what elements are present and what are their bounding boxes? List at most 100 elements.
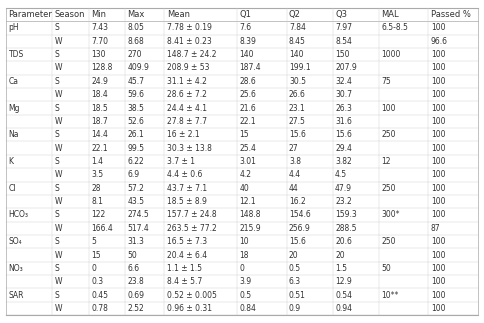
Text: 8.05: 8.05 [127, 23, 144, 32]
Text: 150: 150 [335, 50, 349, 59]
Text: 23.1: 23.1 [289, 104, 306, 112]
Text: 22.1: 22.1 [240, 117, 256, 126]
Text: 100: 100 [431, 104, 445, 112]
Text: 3.82: 3.82 [335, 157, 352, 166]
Text: Season: Season [55, 10, 85, 19]
Text: 100: 100 [381, 104, 396, 112]
Text: 199.1: 199.1 [289, 63, 311, 72]
Text: 59.6: 59.6 [127, 90, 144, 99]
Text: 0.78: 0.78 [91, 304, 108, 313]
Text: 45.7: 45.7 [127, 77, 144, 86]
Text: 20: 20 [289, 251, 299, 260]
Text: 4.2: 4.2 [240, 170, 252, 179]
Text: 25.6: 25.6 [240, 90, 257, 99]
Text: 38.5: 38.5 [127, 104, 144, 112]
Text: 300*: 300* [381, 211, 400, 219]
Text: Cl: Cl [9, 184, 16, 193]
Text: 3.9: 3.9 [240, 277, 252, 286]
Text: S: S [55, 130, 60, 139]
Text: 409.9: 409.9 [127, 63, 149, 72]
Text: 100: 100 [431, 197, 445, 206]
Text: 0.3: 0.3 [91, 277, 103, 286]
Text: 10: 10 [240, 237, 249, 246]
Text: 100: 100 [431, 90, 445, 99]
Text: 100: 100 [431, 50, 445, 59]
Text: 24.4 ± 4.1: 24.4 ± 4.1 [167, 104, 207, 112]
Text: 12.1: 12.1 [240, 197, 256, 206]
Text: W: W [55, 37, 62, 46]
Text: 4.4: 4.4 [289, 170, 301, 179]
Text: 1.4: 1.4 [91, 157, 103, 166]
Text: Min: Min [91, 10, 106, 19]
Text: 15.6: 15.6 [335, 130, 352, 139]
Text: 96.6: 96.6 [431, 37, 448, 46]
Text: W: W [55, 117, 62, 126]
Text: 50: 50 [381, 264, 391, 273]
Text: W: W [55, 90, 62, 99]
Text: 3.7 ± 1: 3.7 ± 1 [167, 157, 195, 166]
Text: 208.9 ± 53: 208.9 ± 53 [167, 63, 210, 72]
Text: S: S [55, 50, 60, 59]
Text: 100: 100 [431, 63, 445, 72]
Text: W: W [55, 304, 62, 313]
Text: 6.22: 6.22 [127, 157, 144, 166]
Text: 250: 250 [381, 184, 396, 193]
Text: 100: 100 [431, 77, 445, 86]
Text: 16 ± 2.1: 16 ± 2.1 [167, 130, 199, 139]
Text: 24.9: 24.9 [91, 77, 108, 86]
Text: S: S [55, 104, 60, 112]
Text: 18: 18 [240, 251, 249, 260]
Text: 250: 250 [381, 130, 396, 139]
Text: 28: 28 [91, 184, 101, 193]
Text: 4.4 ± 0.6: 4.4 ± 0.6 [167, 170, 202, 179]
Text: 7.70: 7.70 [91, 37, 108, 46]
Text: SO₄: SO₄ [9, 237, 22, 246]
Text: 100: 100 [431, 237, 445, 246]
Text: 23.8: 23.8 [127, 277, 144, 286]
Text: 25.4: 25.4 [240, 144, 257, 153]
Text: 100: 100 [431, 277, 445, 286]
Text: 100: 100 [431, 304, 445, 313]
Text: 0.96 ± 0.31: 0.96 ± 0.31 [167, 304, 212, 313]
Text: Ca: Ca [9, 77, 18, 86]
Text: 8.68: 8.68 [127, 37, 144, 46]
Text: 140: 140 [289, 50, 303, 59]
Text: 148.8: 148.8 [240, 211, 261, 219]
Text: 22.1: 22.1 [91, 144, 107, 153]
Text: 122: 122 [91, 211, 106, 219]
Text: 100: 100 [431, 170, 445, 179]
Text: Passed %: Passed % [431, 10, 470, 19]
Text: 0.5: 0.5 [289, 264, 301, 273]
Text: 18.5: 18.5 [91, 104, 108, 112]
Text: W: W [55, 197, 62, 206]
Text: 140: 140 [240, 50, 254, 59]
Text: 8.39: 8.39 [240, 37, 257, 46]
Text: 256.9: 256.9 [289, 224, 311, 233]
Text: S: S [55, 184, 60, 193]
Text: W: W [55, 277, 62, 286]
Text: S: S [55, 237, 60, 246]
Text: 517.4: 517.4 [127, 224, 149, 233]
Text: 100: 100 [431, 23, 445, 32]
Text: 31.6: 31.6 [335, 117, 352, 126]
Text: 6.3: 6.3 [289, 277, 301, 286]
Text: 27.8 ± 7.7: 27.8 ± 7.7 [167, 117, 207, 126]
Text: 154.6: 154.6 [289, 211, 311, 219]
Text: 159.3: 159.3 [335, 211, 357, 219]
Text: 30.3 ± 13.8: 30.3 ± 13.8 [167, 144, 212, 153]
Text: 32.4: 32.4 [335, 77, 352, 86]
Text: 0.51: 0.51 [289, 291, 306, 300]
Text: 18.7: 18.7 [91, 117, 108, 126]
Text: 0.52 ± 0.005: 0.52 ± 0.005 [167, 291, 217, 300]
Text: W: W [55, 224, 62, 233]
Text: 43.5: 43.5 [127, 197, 144, 206]
Text: 0: 0 [91, 264, 96, 273]
Text: Q2: Q2 [289, 10, 301, 19]
Text: 3.5: 3.5 [91, 170, 103, 179]
Text: 14.4: 14.4 [91, 130, 108, 139]
Text: 20.4 ± 6.4: 20.4 ± 6.4 [167, 251, 207, 260]
Text: 100: 100 [431, 251, 445, 260]
Text: 10**: 10** [381, 291, 399, 300]
Text: 207.9: 207.9 [335, 63, 357, 72]
Text: 6.6: 6.6 [127, 264, 139, 273]
